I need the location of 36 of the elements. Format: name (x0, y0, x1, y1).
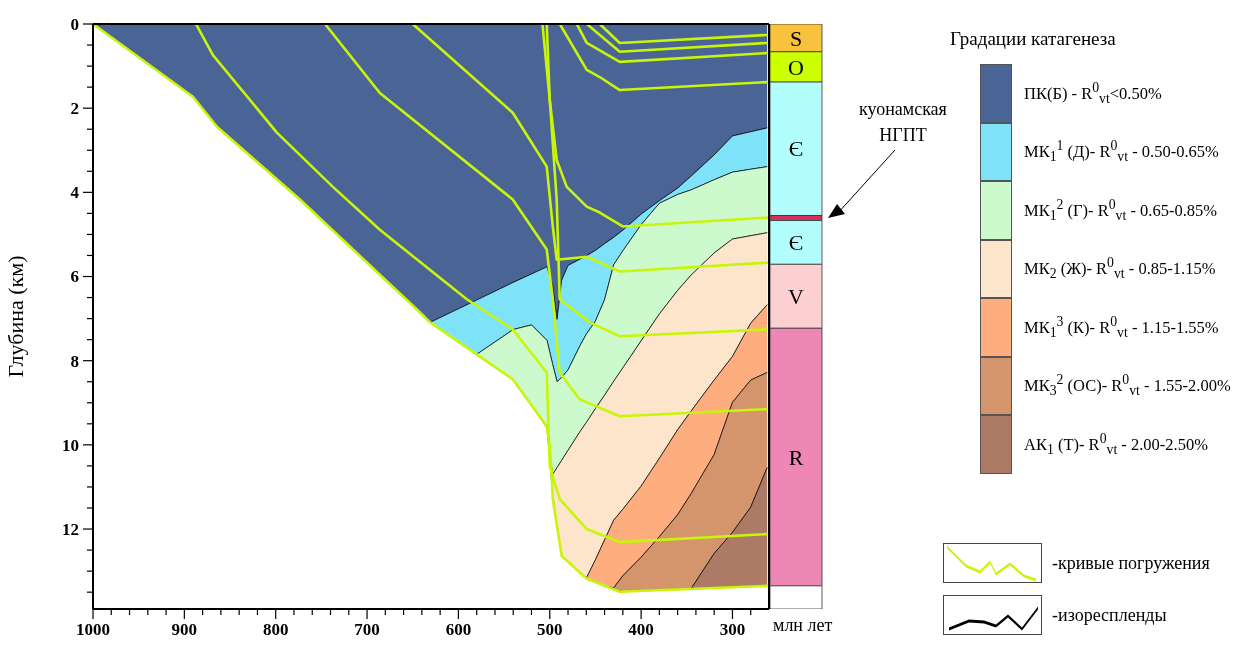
x-axis-title: млн лет (773, 615, 833, 636)
x-tick-label: 500 (537, 620, 563, 639)
x-tick-label: 900 (171, 620, 198, 639)
x-tick-label: 800 (262, 620, 289, 639)
series-label: O (788, 54, 804, 80)
y-tick-label: 10 (62, 435, 79, 455)
text: -изореспленды (1052, 604, 1167, 626)
y-tick-label: 0 (70, 14, 79, 34)
series-label: R (788, 444, 804, 470)
series-label: V (788, 284, 805, 309)
y-tick-label: 2 (70, 99, 79, 119)
series-label: S (789, 25, 803, 51)
legend-title: Градации катагенеза (950, 28, 1117, 50)
text: МК$_{2}$ (Ж)- R$^{0}$$_{vt}$ - 0.85-1.15% (1024, 255, 1216, 283)
x-tick-label: 600 (445, 620, 472, 639)
y-tick-label: 12 (62, 519, 79, 539)
y-tick-label: 8 (70, 351, 79, 371)
y-tick-label: 6 (70, 267, 79, 287)
series-label: Є (788, 230, 804, 256)
text: ПК(Б) - R$^{0}$$_{vt}$<0.50% (1024, 79, 1162, 107)
y-tick-label: 4 (70, 183, 80, 203)
x-tick-label: 400 (628, 620, 654, 639)
text: куонамская НГПТ (859, 99, 947, 145)
x-tick-label: 700 (354, 620, 380, 639)
text: МК$_{3}$$^{2}$ (ОС)- R$^{0}$$_{vt}$ - 1.55-2.00% (1024, 372, 1231, 400)
text: МК$_{1}$$^{3}$ (К)- R$^{0}$$_{vt}$ - 1.15-1.55% (1024, 313, 1219, 341)
x-tick-label: 300 (719, 620, 746, 639)
series-label: Є (788, 136, 804, 162)
text: АК$_{1}$ (Т)- R$^{0}$$_{vt}$ - 2.00-2.50% (1024, 430, 1208, 458)
text: МК$_{1}$$^{2}$ (Г)- R$^{0}$$_{vt}$ - 0.65-0.85% (1024, 196, 1218, 224)
text: МК$_{1}$$^{1}$ (Д)- R$^{0}$$_{vt}$ - 0.50-0.65% (1024, 138, 1219, 166)
text: -кривые погружения (1052, 552, 1210, 574)
x-tick-label: 1000 (76, 620, 110, 639)
y-axis-title: Глубина (км) (2, 255, 28, 378)
line-series (558, 24, 769, 92)
line-series (575, 24, 769, 64)
